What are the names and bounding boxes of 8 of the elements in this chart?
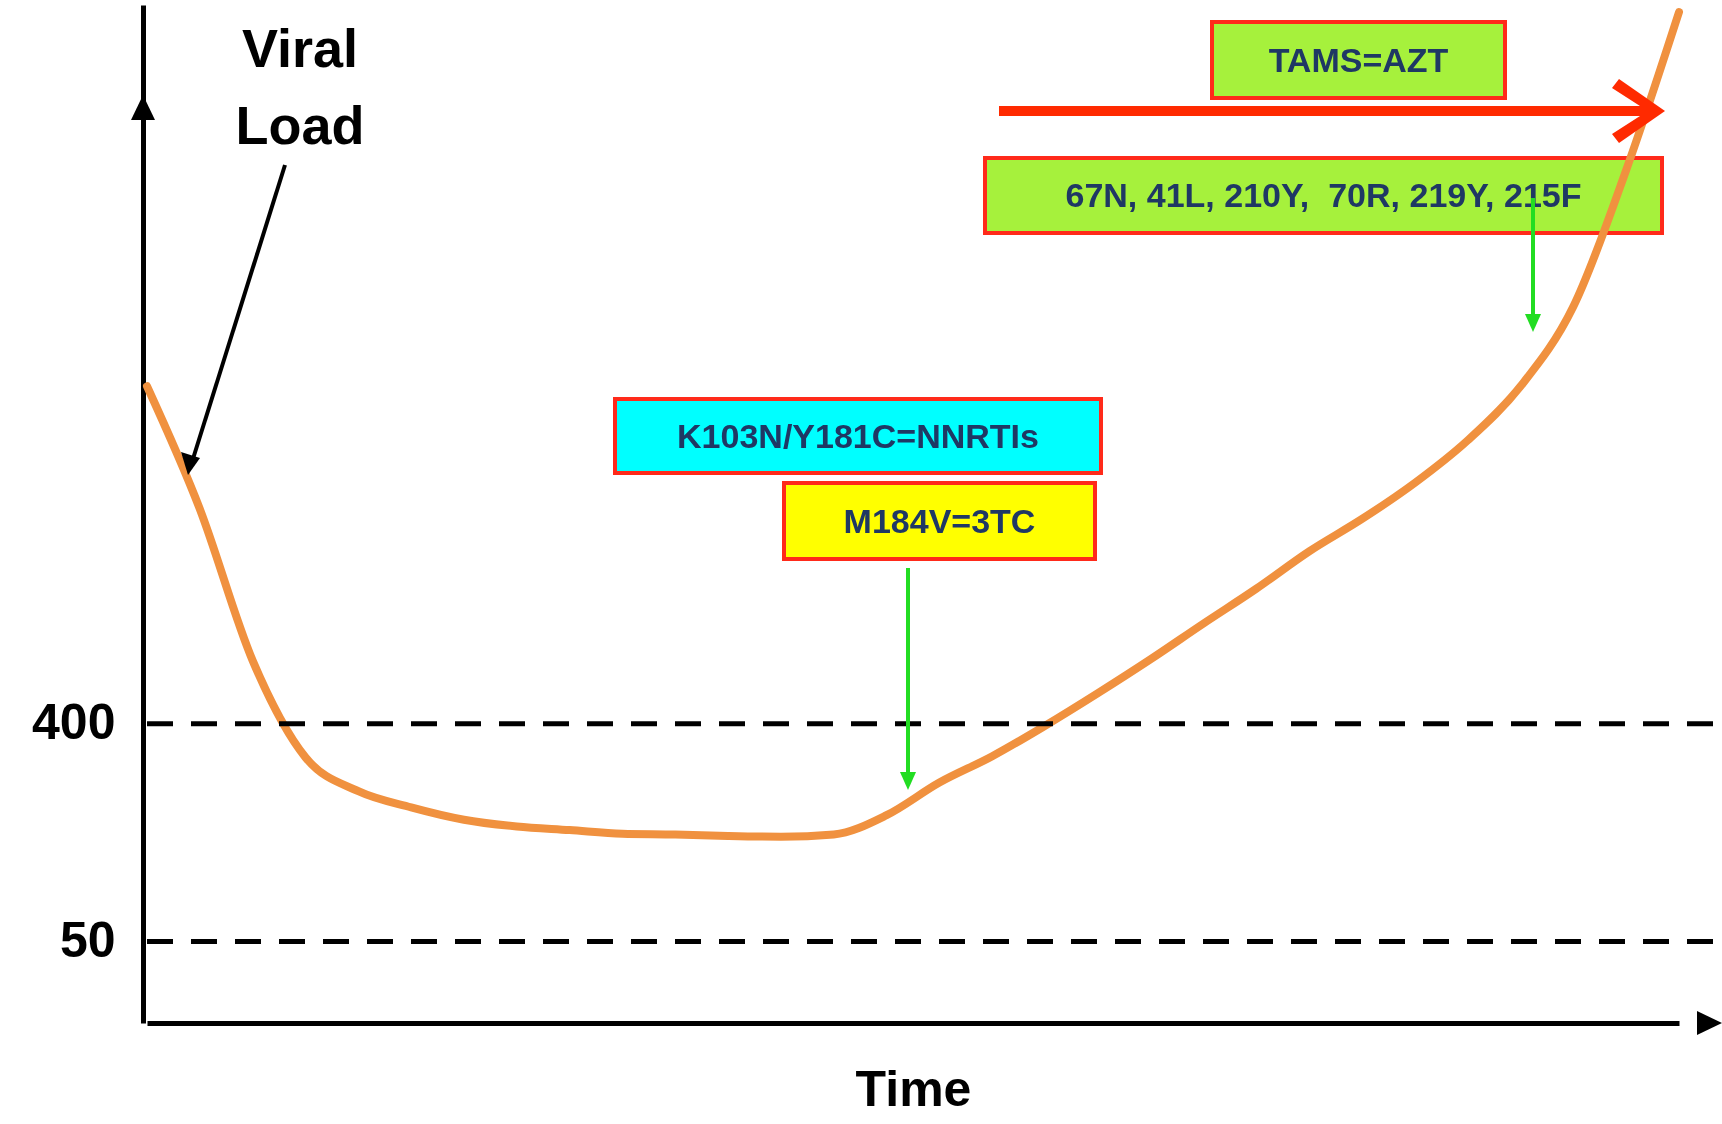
y-tick-label: 400: [32, 694, 116, 751]
y-tick-label: 50: [59, 912, 116, 969]
y-axis-title: Viral Load: [234, 17, 366, 157]
label-box: TAMS=AZT: [1210, 20, 1507, 100]
label-box: 67N, 41L, 210Y, 70R, 219Y, 215F: [983, 156, 1664, 235]
x-axis-title: Time: [855, 1060, 972, 1117]
label-box: K103N/Y181C=NNRTIs: [613, 397, 1103, 475]
label-box: M184V=3TC: [782, 481, 1097, 561]
